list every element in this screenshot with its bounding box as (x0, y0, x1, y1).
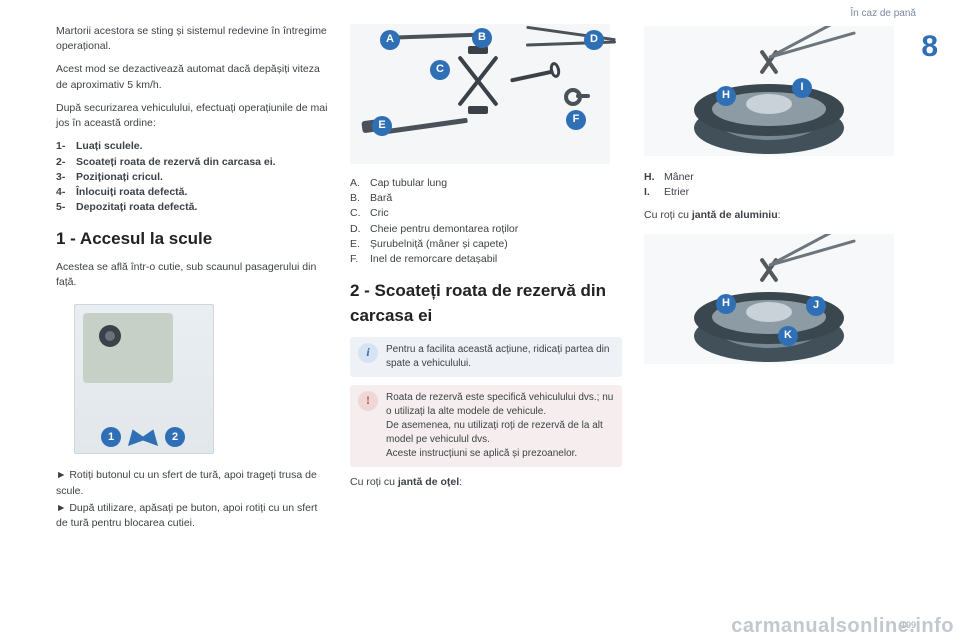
list-item: E. Șurubelniță (mâner și capete) (350, 237, 622, 252)
text-bold: jantă de oțel (398, 476, 459, 488)
list-item: Rotiți butonul cu un sfert de tură, apoi… (56, 468, 328, 498)
warn-line: Aceste instrucțiuni se aplică și prezoan… (386, 447, 614, 461)
illustration-tire-aluminium: H J K (644, 234, 894, 364)
step-text: Luați sculele. (76, 139, 143, 154)
legend-label: C. (350, 206, 364, 221)
callout-badge-h: H (716, 86, 736, 106)
paragraph: După securizarea vehiculului, efectuați … (56, 101, 328, 131)
callout-badge-c: C (430, 60, 450, 80)
step-num: 2- (56, 155, 70, 170)
heading-remove-spare: 2 - Scoateți roata de rezervă din carcas… (350, 279, 622, 328)
list-item: A. Cap tubular lung (350, 176, 622, 191)
paragraph: Martorii acestora se sting și sistemul r… (56, 24, 328, 54)
warn-line: Roata de rezervă este specifică vehiculu… (386, 391, 614, 419)
step-num: 3- (56, 170, 70, 185)
warn-line: De asemenea, nu utilizați roți de rezerv… (386, 419, 614, 447)
callout-warning: ! Roata de rezervă este specifică vehicu… (350, 385, 622, 467)
callout-badge-d: D (584, 30, 604, 50)
legend-label: E. (350, 237, 364, 252)
text-bold: jantă de aluminiu (692, 209, 778, 221)
list-item: F. Inel de remorcare detașabil (350, 252, 622, 267)
legend-text: Cric (370, 206, 389, 221)
legend-list: H. Mâner I. Etrier (644, 170, 916, 200)
column-3: H I H. Mâner I. Etrier Cu roți cu jantă de… (644, 24, 916, 610)
step-num: 5- (56, 200, 70, 215)
legend-text: Bară (370, 191, 392, 206)
callout-badge-b: B (472, 28, 492, 48)
legend-label: F. (350, 252, 364, 267)
text-run: : (459, 476, 462, 488)
legend-text: Etrier (664, 185, 689, 200)
callout-text: Roata de rezervă este specifică vehiculu… (386, 391, 614, 461)
step-text: Depozitați roata defectă. (76, 200, 197, 215)
illustration-tire-steel: H I (644, 26, 894, 156)
list-item: I. Etrier (644, 185, 916, 200)
paragraph: Cu roți cu jantă de aluminiu: (644, 208, 916, 223)
bullet-list: Rotiți butonul cu un sfert de tură, apoi… (56, 468, 328, 531)
callout-badge-1: 1 (101, 427, 121, 447)
list-item: H. Mâner (644, 170, 916, 185)
list-item: B. Bară (350, 191, 622, 206)
callout-badge-2: 2 (165, 427, 185, 447)
legend-label: H. (644, 170, 658, 185)
list-item: 4- Înlocuiți roata defectă. (56, 185, 328, 200)
list-item: 1- Luați sculele. (56, 139, 328, 154)
callout-badge-h: H (716, 294, 736, 314)
text-run: Cu roți cu (644, 209, 692, 221)
ordered-steps: 1- Luați sculele. 2- Scoateți roata de rez… (56, 139, 328, 215)
callout-badge-a: A (380, 30, 400, 50)
callout-info: i Pentru a facilita această acțiune, rid… (350, 337, 622, 377)
callout-badge-f: F (566, 110, 586, 130)
paragraph: Acest mod se dezactivează automat dacă d… (56, 62, 328, 92)
warning-icon: ! (358, 391, 378, 411)
step-text: Scoateți roata de rezervă din carcasa ei… (76, 155, 276, 170)
callout-badge-k: K (778, 326, 798, 346)
step-text: Poziționați cricul. (76, 170, 163, 185)
callout-badge-e: E (372, 116, 392, 136)
step-text: Înlocuiți roata defectă. (76, 185, 187, 200)
illustration-interior: 1 2 (74, 304, 214, 454)
legend-text: Inel de remorcare detașabil (370, 252, 497, 267)
legend-label: I. (644, 185, 658, 200)
legend-text: Mâner (664, 170, 694, 185)
list-item: După utilizare, apăsați pe buton, apoi r… (56, 501, 328, 531)
text-run: : (778, 209, 781, 221)
legend-list: A. Cap tubular lung B. Bară C. Cric D. Cheie… (350, 176, 622, 267)
legend-label: A. (350, 176, 364, 191)
list-item: 5- Depozitați roata defectă. (56, 200, 328, 215)
page: Martorii acestora se sting și sistemul r… (0, 0, 960, 640)
list-item: 3- Poziționați cricul. (56, 170, 328, 185)
legend-label: B. (350, 191, 364, 206)
text-run: Cu roți cu (350, 476, 398, 488)
callout-badge-j: J (806, 296, 826, 316)
illustration-jack-tools: A B C D E F (350, 24, 610, 164)
paragraph: Acestea se află într-o cutie, sub scaunu… (56, 260, 328, 290)
heading-access-tools: 1 - Accesul la scule (56, 227, 328, 252)
column-1: Martorii acestora se sting și sistemul r… (56, 24, 328, 610)
legend-label: D. (350, 222, 364, 237)
list-item: D. Cheie pentru demontarea roților (350, 222, 622, 237)
step-num: 4- (56, 185, 70, 200)
column-2: A B C D E F A. Cap tubular lung B. Bară C.… (350, 24, 622, 610)
list-item: C. Cric (350, 206, 622, 221)
info-icon: i (358, 343, 378, 363)
legend-text: Cheie pentru demontarea roților (370, 222, 518, 237)
legend-text: Șurubelniță (mâner și capete) (370, 237, 508, 252)
step-num: 1- (56, 139, 70, 154)
callout-badge-i: I (792, 78, 812, 98)
callout-text: Pentru a facilita această acțiune, ridic… (386, 343, 614, 371)
legend-text: Cap tubular lung (370, 176, 447, 191)
list-item: 2- Scoateți roata de rezervă din carcasa … (56, 155, 328, 170)
paragraph: Cu roți cu jantă de oțel: (350, 475, 622, 490)
